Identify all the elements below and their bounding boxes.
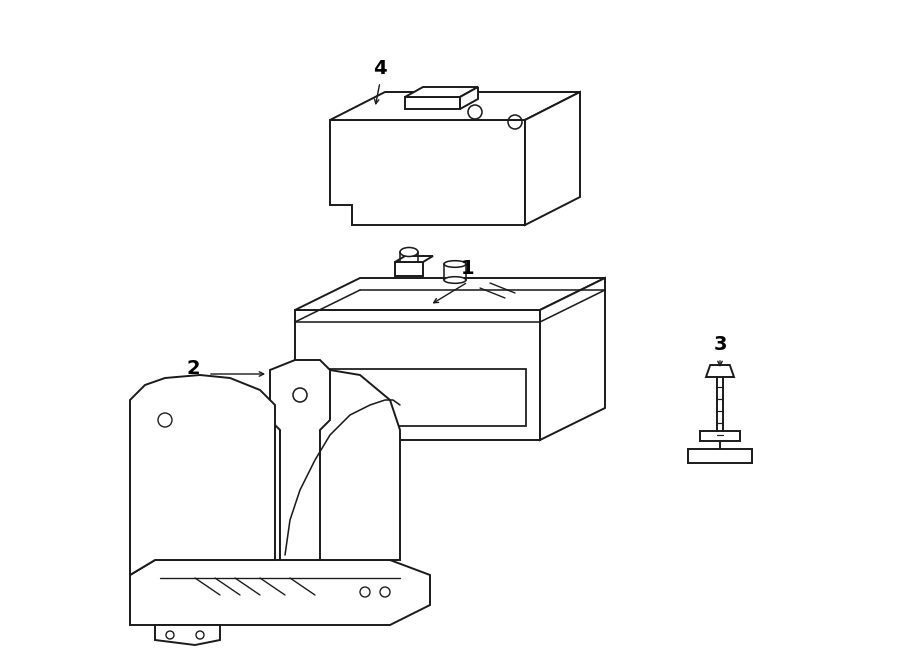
Ellipse shape (400, 247, 418, 256)
Polygon shape (706, 365, 734, 377)
Polygon shape (700, 431, 740, 441)
Text: 2: 2 (186, 358, 200, 377)
Polygon shape (405, 97, 460, 109)
Polygon shape (395, 256, 433, 262)
Polygon shape (405, 87, 478, 97)
Polygon shape (130, 560, 430, 625)
Text: 3: 3 (713, 336, 727, 354)
Polygon shape (155, 625, 220, 645)
Polygon shape (460, 87, 478, 109)
Text: 1: 1 (461, 258, 475, 278)
Polygon shape (295, 310, 540, 440)
Polygon shape (688, 449, 752, 463)
Polygon shape (130, 375, 275, 575)
Polygon shape (280, 370, 400, 560)
Polygon shape (540, 278, 605, 440)
Polygon shape (395, 262, 423, 276)
Ellipse shape (444, 260, 466, 267)
Polygon shape (330, 92, 580, 120)
Polygon shape (525, 92, 580, 225)
Polygon shape (295, 278, 605, 310)
Ellipse shape (444, 277, 466, 284)
Text: 4: 4 (374, 59, 387, 77)
Polygon shape (330, 120, 525, 225)
Polygon shape (270, 360, 330, 560)
